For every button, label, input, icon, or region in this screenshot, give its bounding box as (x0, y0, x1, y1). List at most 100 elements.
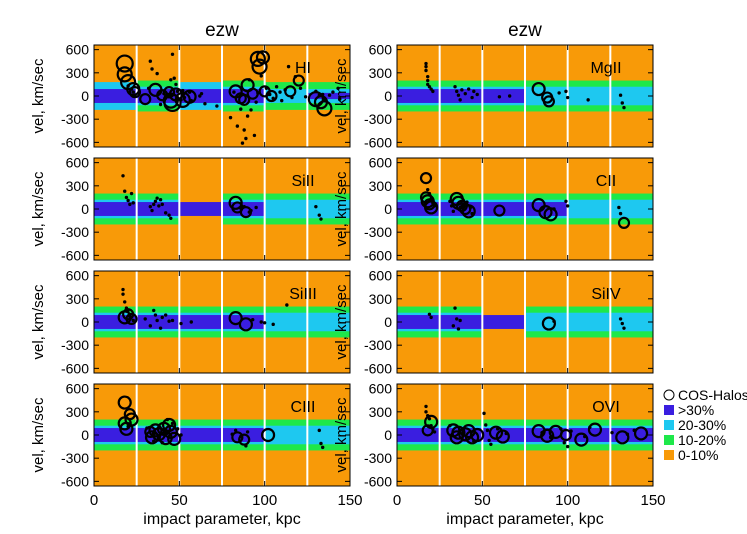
cos-halos-point (162, 86, 176, 99)
data-point (232, 90, 236, 94)
data-point (233, 428, 238, 433)
cos-halos-point (148, 423, 163, 438)
y-tick-label: -300 (364, 450, 392, 466)
x-axis-label-left: impact parameter, kpc (143, 511, 300, 528)
data-point (143, 317, 147, 321)
cos-halos-point (182, 89, 197, 104)
data-point (424, 404, 428, 409)
y-tick-label: 300 (66, 65, 90, 81)
heat-cell (397, 315, 440, 329)
cos-halos-point (174, 91, 191, 108)
data-point (158, 198, 163, 202)
data-point (565, 444, 570, 449)
x-tick-label: 150 (337, 492, 362, 509)
data-point (169, 216, 173, 220)
panel-HI: 600 300 0 -300 -600 HI vel, km/sec (30, 42, 351, 150)
y-tick-label: 600 (66, 155, 90, 171)
heat-cell (307, 312, 350, 332)
data-point (121, 287, 125, 292)
data-point (622, 105, 626, 110)
legend-marker-open-circle (663, 389, 675, 401)
data-point (148, 324, 153, 328)
data-point (148, 59, 153, 63)
cos-halos-point (495, 429, 510, 444)
cos-halos-point (161, 417, 177, 433)
y-tick-label: 300 (369, 178, 393, 194)
cos-halos-point (163, 424, 178, 440)
data-point (453, 306, 457, 310)
y-tick-label: -600 (61, 360, 89, 376)
data-point (199, 91, 204, 96)
data-point (148, 204, 153, 209)
cos-halos-point (633, 426, 649, 441)
y-tick-label: 600 (369, 42, 393, 58)
cos-halos-point (421, 424, 434, 437)
legend-swatch (664, 450, 674, 460)
heat-bands (397, 419, 653, 451)
cos-halos-point (249, 50, 266, 68)
y-tick-label: 600 (66, 42, 90, 58)
y-tick-label: 300 (369, 291, 393, 307)
data-point (254, 205, 258, 210)
heat-cell (567, 199, 611, 219)
data-point (458, 98, 462, 102)
data-point (157, 204, 161, 208)
y-tick-label: -300 (61, 111, 89, 127)
y-tick-label: 600 (369, 268, 393, 284)
y-axis-label: vel, km/sec (333, 284, 350, 360)
cos-halos-point (231, 431, 244, 444)
x-tick-label: 100 (252, 492, 277, 509)
data-point (129, 191, 134, 196)
data-point (497, 95, 502, 99)
data-point (235, 124, 240, 128)
data-point (278, 90, 282, 94)
heat-cell (136, 315, 180, 329)
cos-halos-point (228, 195, 243, 210)
data-point (424, 68, 428, 73)
data-point (455, 89, 459, 94)
heat-cell (610, 199, 653, 219)
legend-swatch (664, 435, 674, 445)
data-point (252, 133, 257, 138)
data-point (455, 317, 459, 321)
data-marks (419, 171, 631, 230)
data-point (426, 78, 430, 83)
data-point (163, 313, 168, 317)
data-point (123, 300, 127, 304)
data-point (426, 187, 430, 192)
heat-cell (567, 312, 611, 332)
legend-label: 0-10% (678, 447, 718, 463)
data-point (427, 312, 432, 316)
y-tick-label: 300 (66, 178, 90, 194)
heat-bands (94, 306, 350, 338)
panel-CII: 600 300 0 -300 -600 CII vel, km/sec (333, 155, 654, 263)
y-tick-label: -300 (61, 450, 89, 466)
y-tick-label: 0 (384, 88, 392, 104)
cos-halos-point (488, 425, 504, 440)
data-point (271, 322, 275, 327)
legend: COS-Halos>30%20-30%10-20%0-10% (663, 387, 747, 463)
heat-bands (397, 80, 653, 112)
ion-label: CIII (291, 399, 316, 416)
data-point (158, 102, 163, 107)
data-point (259, 74, 263, 78)
heat-cell (179, 315, 222, 329)
data-point (126, 198, 130, 203)
data-point (170, 52, 175, 56)
data-point (564, 89, 568, 94)
cos-halos-point (419, 171, 433, 185)
data-point (327, 93, 332, 97)
data-point (482, 411, 486, 416)
heat-cell (525, 312, 568, 332)
legend-label: 10-20% (678, 432, 726, 448)
cos-halos-point (423, 198, 436, 211)
data-point (460, 88, 464, 92)
heat-cell (307, 199, 350, 219)
heat-cell (94, 89, 137, 103)
data-point (475, 92, 479, 97)
data-point (451, 324, 456, 328)
data-point (280, 98, 284, 103)
y-axis-label: vel, km/sec (30, 58, 47, 134)
